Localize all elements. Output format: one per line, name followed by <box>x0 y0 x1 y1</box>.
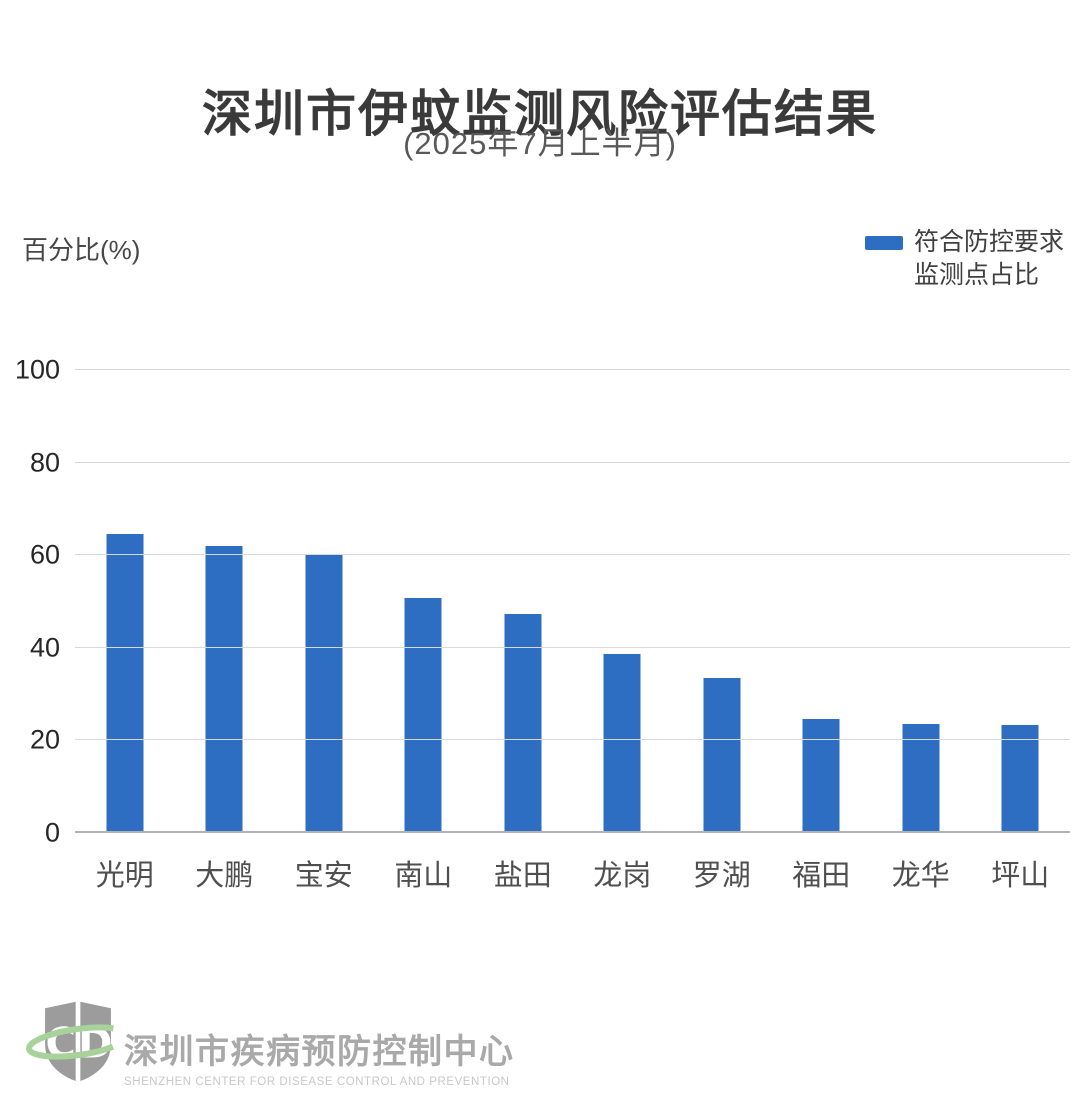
bar-盐田 <box>504 614 542 833</box>
bar-龙华 <box>902 723 940 833</box>
bar-slot-盐田 <box>473 370 573 833</box>
x-label-罗湖: 罗湖 <box>692 860 751 892</box>
legend-label-line2: 监测点占比 <box>913 261 1039 289</box>
bar-slot-光明 <box>75 370 175 833</box>
bar-龙岗 <box>603 654 641 833</box>
svg-text:C: C <box>45 1019 76 1068</box>
bar-光明 <box>106 534 144 833</box>
y-tick-label-40: 40 <box>29 632 60 663</box>
bar-罗湖 <box>703 677 741 833</box>
x-label-坪山: 坪山 <box>991 860 1050 892</box>
bar-slot-宝安 <box>274 370 374 833</box>
plot-area: 100 80 60 40 20 0 <box>15 355 1070 848</box>
bar-slot-龙岗 <box>573 370 673 833</box>
bar-slot-南山 <box>374 370 474 833</box>
gridline-y60 <box>75 554 1070 556</box>
y-tick-label-20: 20 <box>29 724 60 755</box>
x-label-盐田: 盐田 <box>493 860 552 892</box>
cdc-shield-logo-icon: C D <box>26 1000 130 1083</box>
y-tick-label-100: 100 <box>14 354 60 385</box>
gridline-y0 <box>75 831 1070 833</box>
bar-南山 <box>404 597 442 833</box>
x-label-大鹏: 大鹏 <box>195 860 254 892</box>
y-tick-label-60: 60 <box>29 539 60 570</box>
x-label-龙岗: 龙岗 <box>593 860 652 892</box>
chart-subtitle: (2025年7月上半月) <box>403 126 677 161</box>
gridline-y40 <box>75 646 1070 648</box>
org-name-en: SHENZHEN CENTER FOR DISEASE CONTROL AND … <box>124 1076 510 1088</box>
x-label-龙华: 龙华 <box>891 860 950 892</box>
bar-slot-罗湖 <box>672 370 772 833</box>
chart-title: 深圳市伊蚊监测风险评估结果 <box>202 85 878 142</box>
x-label-宝安: 宝安 <box>294 860 353 892</box>
legend-label-line1: 符合防控要求 <box>913 228 1064 256</box>
y-axis-title: 百分比(%) <box>22 235 141 265</box>
bar-大鹏 <box>205 545 243 833</box>
x-label-福田: 福田 <box>792 860 851 892</box>
x-axis-labels: 光明 大鹏 宝安 南山 盐田 龙岗 罗湖 福田 龙华 坪山 <box>75 852 1070 894</box>
bar-slot-大鹏 <box>175 370 275 833</box>
gridline-y100 <box>75 369 1070 370</box>
gridline-y80 <box>75 461 1070 463</box>
org-name-cn: 深圳市疾病预防控制中心 <box>124 1033 515 1071</box>
bar-slot-福田 <box>772 370 872 833</box>
x-label-光明: 光明 <box>95 860 154 892</box>
y-tick-label-80: 80 <box>29 447 60 478</box>
footer-org-names: 深圳市疾病预防控制中心 SHENZHEN CENTER FOR DISEASE … <box>124 996 515 1088</box>
gridline-y20 <box>75 739 1070 741</box>
x-label-南山: 南山 <box>394 860 453 892</box>
bar-坪山 <box>1001 725 1039 833</box>
legend: 符合防控要求 监测点占比 <box>864 226 1064 292</box>
y-tick-label-0: 0 <box>44 817 60 848</box>
legend-label: 符合防控要求 监测点占比 <box>914 226 1064 292</box>
bar-slot-坪山 <box>971 370 1071 833</box>
footer: C D 深圳市疾病预防控制中心 SHENZHEN CENTER FOR DISE… <box>26 992 515 1092</box>
bar-slot-龙华 <box>871 370 971 833</box>
legend-swatch <box>864 236 903 250</box>
bar-宝安 <box>305 553 343 833</box>
bar-福田 <box>802 718 840 833</box>
bar-series <box>75 370 1070 833</box>
